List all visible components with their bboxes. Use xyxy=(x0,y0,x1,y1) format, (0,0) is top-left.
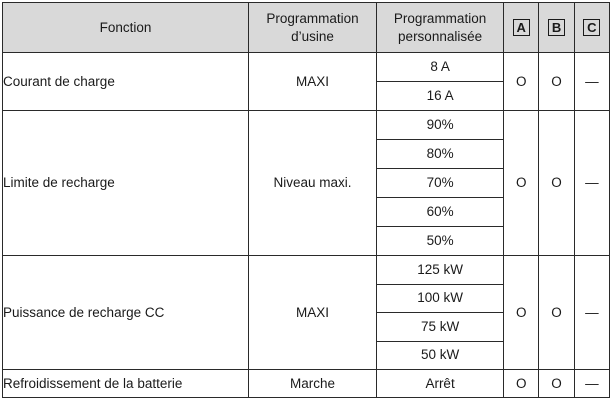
custom-option-cell: 90% xyxy=(376,110,505,140)
function-cell: Limite de recharge xyxy=(1,110,250,256)
col-a-cell: O xyxy=(503,110,540,256)
table-header: Fonction Programmation d’usine Programma… xyxy=(1,2,611,53)
custom-option-cell: 50% xyxy=(376,226,505,256)
header-col-a-label: A xyxy=(512,18,530,36)
custom-option-cell: 70% xyxy=(376,168,505,198)
table-row: Refroidissement de la batterie Marche Ar… xyxy=(1,369,611,398)
function-cell: Refroidissement de la batterie xyxy=(1,369,250,398)
table-row: Puissance de recharge CC MAXI 125 kW O O… xyxy=(1,255,611,370)
custom-option-cell: 125 kW xyxy=(376,255,505,285)
table-row: 50 kW xyxy=(3,340,610,370)
function-cell: Courant de charge xyxy=(1,52,250,111)
header-col-b: B xyxy=(538,2,575,53)
factory-setting-cell: Marche xyxy=(248,369,378,398)
col-c-cell: — xyxy=(573,110,611,256)
table-row: 60% xyxy=(3,197,610,227)
col-a-cell: O xyxy=(503,52,540,111)
header-col-c-label: C xyxy=(583,18,601,36)
header-custom-setting: Programmation personnalisée xyxy=(376,2,505,53)
custom-option-cell: 60% xyxy=(376,197,505,227)
table-row: 75 kW xyxy=(3,312,610,342)
custom-option-cell: 8 A xyxy=(376,52,505,82)
custom-option-cell: 50 kW xyxy=(376,340,505,370)
table-row: 16 A xyxy=(3,81,610,111)
col-b-cell: O xyxy=(538,110,575,256)
factory-setting-cell: MAXI xyxy=(248,255,378,370)
col-c-cell: — xyxy=(573,255,611,370)
custom-option-cell: Arrêt xyxy=(376,369,505,398)
table-row: 100 kW xyxy=(3,283,610,313)
custom-option-cell: 16 A xyxy=(376,81,505,111)
table-row: Limite de recharge Niveau maxi. 90% O O … xyxy=(1,110,611,256)
custom-option-cell: 75 kW xyxy=(376,312,505,342)
table-row: 50% xyxy=(3,226,610,256)
custom-option-cell: 100 kW xyxy=(376,283,505,313)
col-c-cell: — xyxy=(573,369,611,398)
header-fonction: Fonction xyxy=(1,2,250,53)
factory-setting-cell: Niveau maxi. xyxy=(248,110,378,256)
settings-table: Fonction Programmation d’usine Programma… xyxy=(1,2,611,398)
col-b-cell: O xyxy=(538,52,575,111)
header-factory-line1: Programmation xyxy=(266,10,359,26)
header-col-c: C xyxy=(573,2,611,53)
header-col-b-label: B xyxy=(548,18,566,36)
col-b-cell: O xyxy=(538,255,575,370)
function-cell: Puissance de recharge CC xyxy=(1,255,250,370)
col-a-cell: O xyxy=(503,369,540,398)
header-custom-line2: personnalisée xyxy=(398,28,483,44)
header-custom-line1: Programmation xyxy=(393,10,487,26)
col-b-cell: O xyxy=(538,369,575,398)
header-factory-line2: d’usine xyxy=(291,28,334,44)
factory-setting-cell: MAXI xyxy=(248,52,378,111)
header-factory-setting: Programmation d’usine xyxy=(248,2,378,53)
col-c-cell: — xyxy=(573,52,611,111)
header-col-a: A xyxy=(503,2,540,53)
custom-option-cell: 80% xyxy=(376,139,505,169)
col-a-cell: O xyxy=(503,255,540,370)
table-row: Courant de charge MAXI 8 A O O — xyxy=(1,52,611,111)
